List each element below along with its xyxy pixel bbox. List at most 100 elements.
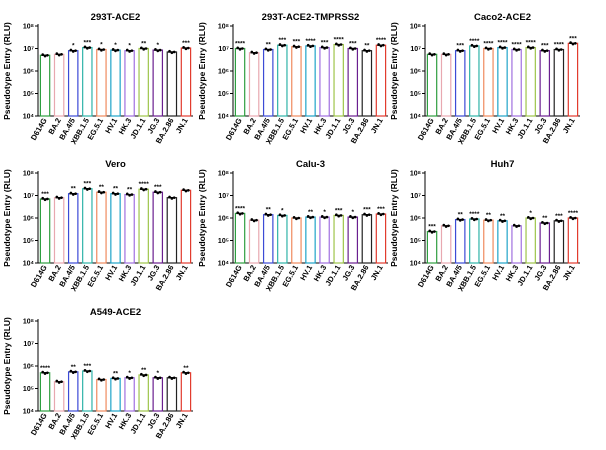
y-tick-label: 10⁸: [410, 171, 421, 178]
data-point: [555, 218, 558, 222]
significance-label: ***: [293, 39, 301, 46]
data-point: [461, 49, 464, 52]
data-point: [557, 220, 561, 223]
data-point: [541, 48, 544, 52]
data-point: [545, 221, 549, 225]
data-point: [158, 190, 162, 194]
data-point: [292, 44, 296, 48]
y-tick-label: 10⁷: [23, 341, 34, 348]
bar-ba-2-86: [166, 197, 178, 264]
panel-293t-ace2-tmprss2: 293T-ACE2-TMPRSS2 Pseudotype Entry (RLU) 1…: [197, 12, 388, 146]
significance-label: *: [157, 42, 160, 49]
x-tick-label: JN.1: [174, 263, 190, 282]
data-point: [57, 381, 61, 384]
data-point: [281, 44, 284, 48]
bar-eg-5-1: [483, 47, 494, 117]
bar-hv-1: [497, 46, 508, 117]
significance-label: ****: [483, 41, 494, 48]
y-tick-label: 10⁴: [23, 261, 35, 268]
data-point: [83, 186, 87, 190]
y-tick-label: 10⁵: [23, 91, 34, 98]
significance-label: ***: [279, 37, 287, 44]
bar-ba-2-86: [553, 220, 565, 264]
data-point: [156, 49, 160, 53]
bar-ba-2-86: [166, 51, 178, 117]
y-axis-label: Pseudotype Entry (RLU): [389, 22, 399, 120]
data-point: [88, 46, 91, 49]
bar-jn-1: [375, 44, 387, 117]
data-point: [498, 218, 502, 222]
significance-label: **: [71, 186, 77, 193]
bar-hk-3: [319, 46, 330, 117]
significance-label: ***: [154, 184, 162, 191]
bar-hv-1: [305, 45, 316, 117]
data-point: [186, 371, 190, 375]
significance-label: ****: [235, 205, 246, 212]
data-point: [309, 216, 312, 220]
data-point: [97, 377, 101, 381]
bar-jd-1-1: [138, 188, 149, 264]
significance-label: ****: [568, 210, 579, 217]
data-point: [428, 229, 432, 233]
bar-ba-4-5: [262, 214, 274, 264]
x-tick-label: JN.1: [174, 411, 190, 430]
data-point: [130, 49, 134, 52]
data-point: [55, 52, 59, 55]
data-point: [365, 214, 369, 217]
data-point: [172, 376, 176, 380]
data-point: [320, 45, 324, 49]
data-point: [430, 231, 434, 234]
bar-xbb-1-5: [277, 214, 288, 264]
data-point: [86, 47, 89, 50]
bar-jg-3: [152, 191, 164, 264]
data-point: [46, 197, 49, 201]
significance-label: ***: [349, 41, 357, 48]
data-point: [349, 46, 352, 50]
data-point: [74, 49, 77, 52]
significance-label: **: [71, 364, 77, 371]
data-point: [60, 53, 63, 56]
significance-label: *: [72, 43, 75, 50]
y-tick-label: 10⁵: [23, 238, 34, 245]
data-point: [512, 223, 516, 227]
y-tick-label: 10⁸: [23, 171, 34, 178]
data-point: [527, 45, 530, 49]
data-point: [71, 193, 75, 196]
data-point: [473, 218, 476, 222]
data-point: [295, 46, 298, 49]
data-point: [182, 45, 185, 49]
panel-huh7: Huh7 Pseudotype Entry (RLU) 10⁴ 10⁵ 10⁶ 10⁷ 10…: [389, 159, 580, 293]
significance-label: *: [128, 43, 131, 50]
y-tick-label: 10⁸: [218, 171, 229, 178]
significance-label: **: [364, 43, 370, 50]
data-point: [269, 48, 272, 51]
data-point: [349, 215, 352, 218]
bar-jd-1-1: [138, 374, 149, 412]
y-tick-label: 10⁶: [23, 364, 34, 371]
data-point: [555, 47, 558, 51]
data-point: [102, 378, 106, 381]
bar-d614g: [426, 53, 438, 117]
data-point: [311, 44, 315, 48]
data-point: [88, 369, 91, 373]
data-point: [512, 47, 516, 51]
significance-label: **: [500, 213, 506, 220]
data-point: [46, 53, 49, 57]
data-point: [184, 372, 188, 375]
bar-xbb-1-5: [469, 218, 480, 264]
data-point: [309, 45, 312, 49]
data-point: [487, 219, 490, 223]
bar-hk-3: [124, 193, 135, 264]
data-point: [470, 43, 474, 47]
data-point: [250, 218, 254, 221]
data-point: [69, 48, 73, 52]
bar-jd-1-1: [138, 47, 149, 117]
significance-label: ****: [376, 37, 387, 44]
data-point: [264, 212, 268, 216]
significance-label: ***: [377, 206, 385, 213]
data-point: [41, 370, 45, 374]
data-point: [170, 197, 174, 200]
data-point: [116, 48, 120, 52]
bar-ba-2: [440, 53, 452, 117]
data-point: [128, 377, 131, 380]
